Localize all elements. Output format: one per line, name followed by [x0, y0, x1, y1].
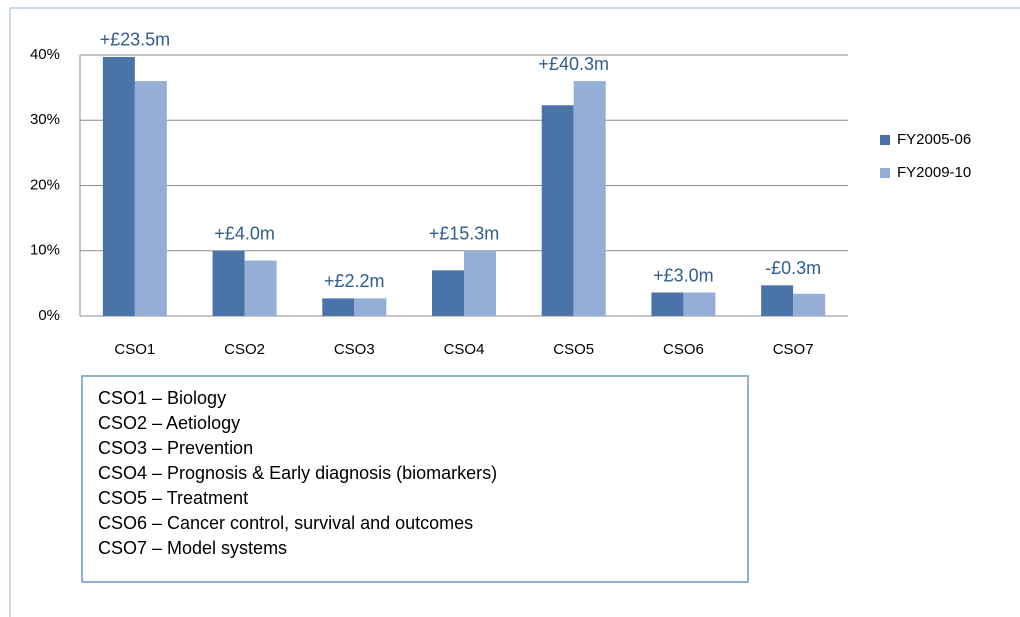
bar	[244, 260, 277, 316]
bar	[793, 293, 826, 316]
key-line: CSO6 – Cancer control, survival and outc…	[98, 513, 473, 533]
legend-swatch	[880, 168, 890, 178]
annotation: +£15.3m	[429, 224, 500, 244]
key-line: CSO4 – Prognosis & Early diagnosis (biom…	[98, 463, 497, 483]
legend-swatch	[880, 135, 890, 145]
annotation: +£3.0m	[653, 265, 714, 285]
y-tick-label: 30%	[30, 111, 60, 128]
annotation: +£40.3m	[538, 54, 609, 74]
x-tick-label: CSO7	[773, 341, 814, 358]
key-box	[81, 375, 749, 583]
x-tick-label: CSO3	[334, 341, 375, 358]
annotation: +£2.2m	[324, 271, 385, 291]
x-tick-label: CSO6	[663, 341, 704, 358]
bar	[683, 292, 716, 316]
bar	[464, 250, 496, 316]
key-line: CSO7 – Model systems	[98, 538, 287, 558]
bar	[102, 56, 135, 317]
key-line: CSO5 – Treatment	[98, 488, 248, 508]
annotation: +£4.0m	[214, 224, 275, 244]
x-tick-label: CSO2	[224, 341, 265, 358]
bar	[573, 81, 606, 316]
legend-label: FY2009-10	[897, 164, 971, 181]
bar	[134, 81, 167, 316]
key-line: CSO2 – Aetiology	[98, 413, 240, 433]
x-tick-label: CSO5	[553, 341, 594, 358]
key-line: CSO3 – Prevention	[98, 438, 253, 458]
x-tick-label: CSO1	[114, 341, 155, 358]
bar	[212, 250, 245, 316]
y-tick-label: 0%	[38, 307, 60, 324]
bar	[651, 292, 684, 316]
bar	[354, 298, 387, 316]
bar	[432, 270, 464, 316]
bar	[541, 105, 574, 317]
legend-label: FY2005-06	[897, 131, 971, 148]
bar	[761, 285, 794, 316]
key-line: CSO1 – Biology	[98, 388, 226, 408]
y-tick-label: 20%	[30, 176, 60, 193]
bar	[322, 298, 355, 316]
annotation: +£23.5m	[100, 30, 171, 50]
y-tick-label: 10%	[30, 242, 60, 259]
annotation: -£0.3m	[765, 258, 821, 278]
y-tick-label: 40%	[30, 46, 60, 63]
x-tick-label: CSO4	[444, 341, 485, 358]
